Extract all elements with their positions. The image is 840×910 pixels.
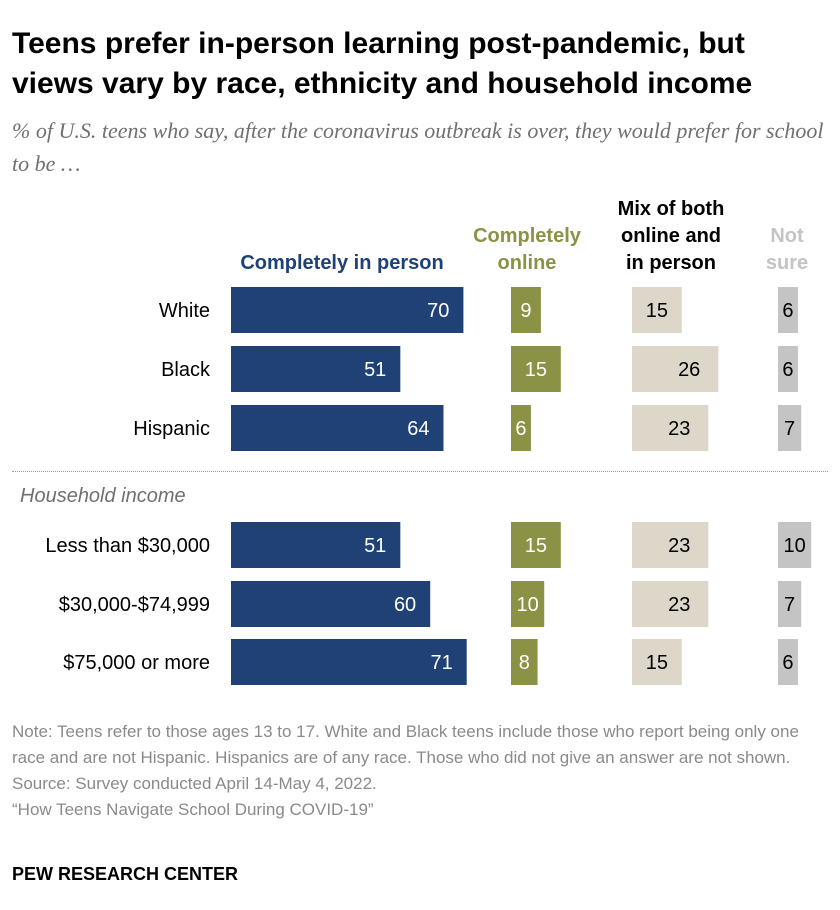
- bar-value-mix: 23: [668, 418, 690, 440]
- note-text: Note: Teens refer to those ages 13 to 17…: [12, 722, 799, 767]
- column-header-mix-line2: online and: [621, 225, 721, 247]
- bar-value-not-sure: 6: [782, 300, 793, 322]
- bar-value-online: 15: [525, 359, 547, 381]
- row-label: Hispanic: [133, 418, 210, 440]
- row-label: White: [159, 300, 210, 322]
- chart-title: Teens prefer in-person learning post-pan…: [12, 27, 753, 100]
- bar-in-person: [231, 581, 431, 627]
- bar-value-not-sure: 10: [783, 535, 805, 557]
- column-header-online: Completely online: [462, 223, 592, 277]
- bar-mix: [632, 581, 709, 627]
- bar-value-in-person: 70: [427, 300, 449, 322]
- group-label-household-income: Household income: [20, 485, 186, 507]
- column-header-not-sure-line1: Not: [770, 225, 804, 247]
- bar-value-online: 8: [519, 652, 530, 674]
- report-title: “How Teens Navigate School During COVID-…: [12, 800, 374, 819]
- column-header-mix: Mix of both online and in person: [598, 196, 744, 277]
- footnote: Note: Teens refer to those ages 13 to 17…: [12, 719, 832, 823]
- bar-online: [511, 639, 538, 685]
- bar-mix: [632, 639, 682, 685]
- row-label: $75,000 or more: [63, 652, 210, 674]
- group-divider: [12, 471, 828, 472]
- bar-value-in-person: 64: [407, 418, 429, 440]
- bar-value-not-sure: 7: [784, 594, 795, 616]
- bar-value-mix: 26: [678, 359, 700, 381]
- row-label: Less than $30,000: [45, 535, 210, 557]
- bar-value-online: 10: [516, 594, 538, 616]
- bar-mix: [632, 522, 709, 568]
- column-header-online-line1: Completely: [473, 225, 581, 247]
- bar-value-in-person: 60: [394, 594, 416, 616]
- bar-value-mix: 15: [646, 300, 668, 322]
- column-header-online-line2: online: [497, 252, 557, 274]
- source-text: Source: Survey conducted April 14-May 4,…: [12, 774, 377, 793]
- bar-online: [511, 346, 561, 392]
- column-header-mix-line1: Mix of both: [617, 198, 725, 220]
- row-label: $30,000-$74,999: [59, 594, 210, 616]
- bar-value-in-person: 51: [364, 535, 386, 557]
- bar-not-sure: [778, 287, 798, 333]
- brand-logo-text: PEW RESEARCH CENTER: [12, 864, 239, 884]
- bar-in-person: [231, 522, 401, 568]
- bar-value-in-person: 51: [364, 359, 386, 381]
- bar-not-sure: [778, 581, 802, 627]
- bar-value-online: 15: [525, 535, 547, 557]
- bar-not-sure: [778, 346, 798, 392]
- bar-value-not-sure: 7: [784, 418, 795, 440]
- column-header-in-person-text: Completely in person: [240, 252, 444, 274]
- bar-online: [511, 581, 545, 627]
- chart-subtitle: % of U.S. teens who say, after the coron…: [12, 118, 824, 176]
- bar-online: [511, 405, 531, 451]
- bar-value-online: 9: [520, 300, 531, 322]
- bar-in-person: [231, 639, 467, 685]
- bar-mix: [632, 405, 709, 451]
- bar-online: [511, 522, 561, 568]
- bar-mix: [632, 346, 719, 392]
- bar-value-not-sure: 6: [782, 652, 793, 674]
- column-header-not-sure-line2: sure: [765, 252, 809, 274]
- column-header-in-person: Completely in person: [222, 250, 462, 277]
- bar-online: [511, 287, 541, 333]
- column-header-mix-line3: in person: [625, 252, 716, 274]
- bar-not-sure: [778, 405, 802, 451]
- bar-not-sure: [778, 639, 798, 685]
- bar-value-not-sure: 6: [782, 359, 793, 381]
- bar-value-mix: 23: [668, 535, 690, 557]
- bar-value-online: 6: [515, 418, 526, 440]
- bar-value-in-person: 71: [430, 652, 452, 674]
- bar-mix: [632, 287, 682, 333]
- bar-value-mix: 23: [668, 594, 690, 616]
- bar-in-person: [231, 405, 444, 451]
- row-label: Black: [161, 359, 211, 381]
- bar-in-person: [231, 346, 401, 392]
- bar-in-person: [231, 287, 464, 333]
- column-header-not-sure: Not sure: [757, 223, 817, 277]
- bar-not-sure: [778, 522, 812, 568]
- bar-value-mix: 15: [646, 652, 668, 674]
